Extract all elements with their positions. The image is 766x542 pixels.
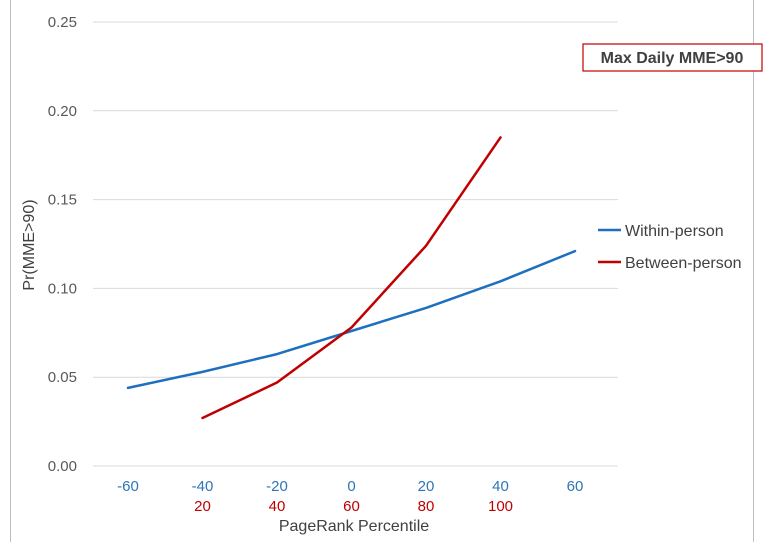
series-lines: [126, 136, 577, 420]
x-tick-label-top: -40: [192, 478, 214, 495]
legend: Within-person Between-person: [598, 223, 742, 272]
gridlines: [93, 21, 618, 467]
x-tick-label-top: 20: [418, 478, 435, 495]
series-line-between-person: [201, 136, 502, 420]
x-tick-label-bottom: 60: [343, 498, 360, 515]
x-tick-label-bottom: 100: [488, 498, 513, 515]
x-axis-title: PageRank Percentile: [279, 518, 429, 535]
chart-frame: [10, 0, 754, 542]
x-tick-label-bottom: 40: [269, 498, 286, 515]
chart-title: Max Daily MME>90: [601, 50, 744, 67]
x-tick-label-top: 40: [492, 478, 509, 495]
x-tick-label-top: 0: [347, 478, 355, 495]
title-box-border: [582, 43, 763, 72]
y-axis-title: Pr(MME>90): [21, 199, 38, 290]
x-tick-label-bottom: 80: [418, 498, 435, 515]
x-tick-label-bottom: 20: [194, 498, 211, 515]
legend-label: Within-person: [625, 223, 724, 240]
y-tick-label: 0.20: [48, 103, 77, 120]
y-tick-label: 0.25: [48, 14, 77, 31]
y-tick-label: 0.00: [48, 458, 77, 475]
series-line-within-person: [126, 249, 577, 390]
title-box: Max Daily MME>90: [582, 43, 763, 72]
y-tick-label: 0.15: [48, 192, 77, 209]
legend-label: Between-person: [625, 255, 742, 272]
x-tick-label-top: -60: [117, 478, 139, 495]
y-tick-labels: 0.00 0.05 0.10 0.15 0.20 0.25: [48, 14, 77, 475]
y-tick-label: 0.05: [48, 369, 77, 386]
x-tick-label-top: -20: [266, 478, 288, 495]
x-tick-labels: -60 -40 -20 0 20 40 60 20 40 60 80 100: [117, 478, 583, 515]
x-tick-label-top: 60: [567, 478, 584, 495]
y-tick-label: 0.10: [48, 280, 77, 297]
